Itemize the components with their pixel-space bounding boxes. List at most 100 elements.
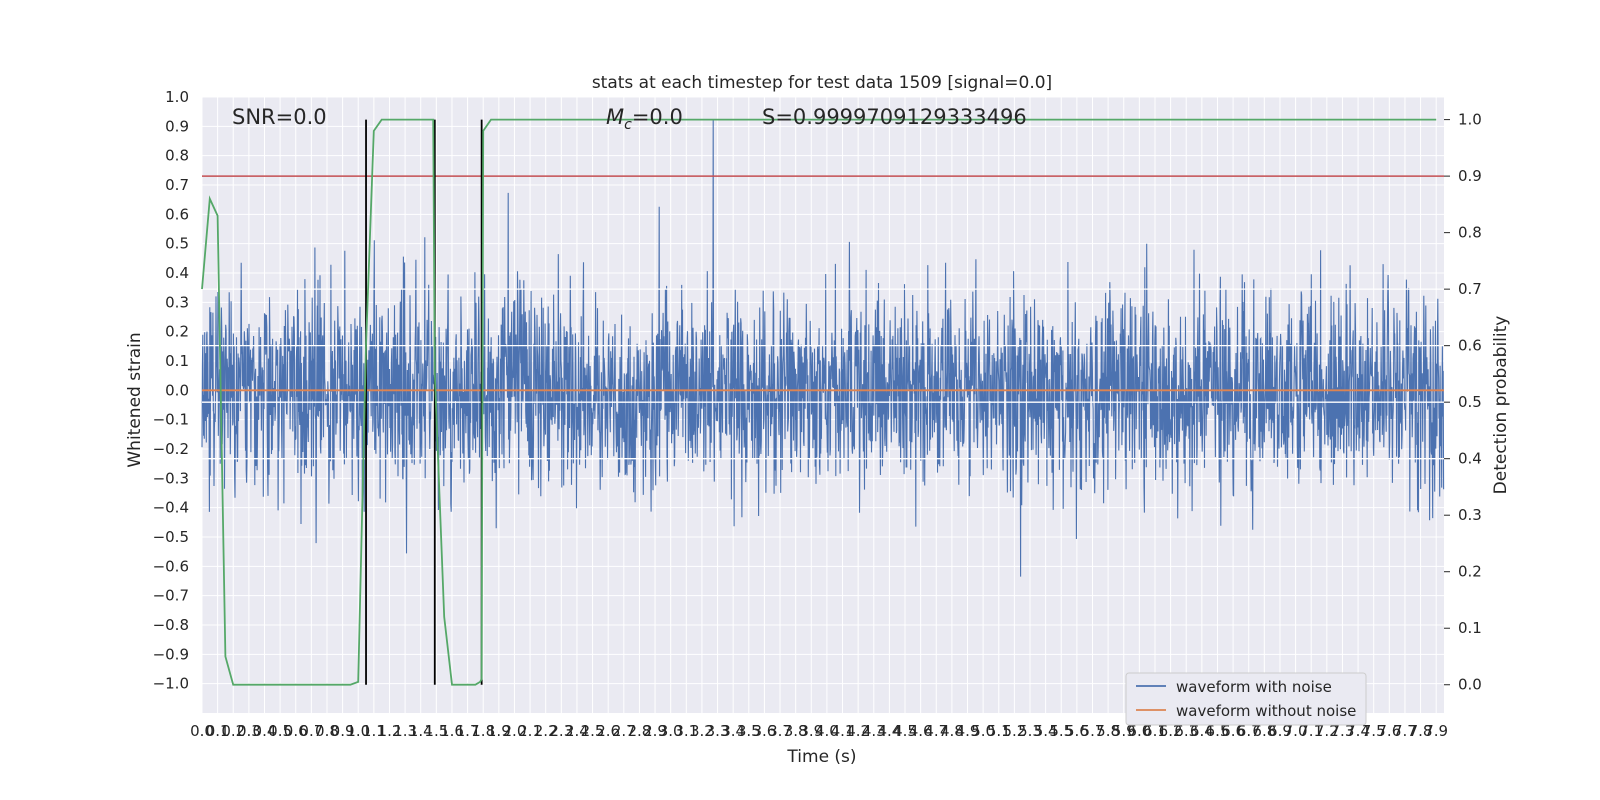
x-tick-label: 2.0 — [503, 722, 527, 740]
y-tick-label: 0.0 — [165, 381, 189, 399]
x-tick-label: 6.7 — [1237, 722, 1261, 740]
x-tick-label: 6.6 — [1221, 722, 1245, 740]
chart-title: stats at each timestep for test data 150… — [592, 73, 1052, 93]
x-tick-label: 6.9 — [1268, 722, 1292, 740]
x-tick-label: 1.2 — [378, 722, 402, 740]
x-tick-label: 4.9 — [956, 722, 980, 740]
x-tick-label: 2.6 — [596, 722, 620, 740]
x-tick-label: 3.4 — [721, 722, 745, 740]
mc-symbol: M — [606, 105, 624, 129]
x-tick-label: 7.3 — [1331, 722, 1355, 740]
x-tick-label: 2.1 — [518, 722, 542, 740]
x-tick-label: 2.7 — [612, 722, 636, 740]
x-tick-label: 7.1 — [1299, 722, 1323, 740]
legend-box — [1125, 672, 1367, 726]
x-tick-label: 1.6 — [440, 722, 464, 740]
y2-tick-label: 0.6 — [1458, 337, 1482, 355]
x-tick-label: 3.5 — [737, 722, 761, 740]
x-tick-label: 2.9 — [643, 722, 667, 740]
x-tick-label: 1.4 — [409, 722, 433, 740]
overlay-lines — [201, 118, 1444, 686]
x-tick-label: 5.6 — [1065, 722, 1089, 740]
y2-axis-label: Detection probability — [1491, 316, 1511, 495]
x-tick-label: 5.0 — [971, 722, 995, 740]
x-tick-label: 4.5 — [893, 722, 917, 740]
x-tick-label: 0.1 — [206, 722, 230, 740]
legend-clean-label: waveform without noise — [1176, 702, 1356, 720]
x-tick-label: 0.6 — [284, 722, 308, 740]
y-tick-label: −0.7 — [153, 587, 189, 605]
x-tick-label: 5.8 — [1096, 722, 1120, 740]
y-tick-label: 0.4 — [165, 264, 189, 282]
x-tick-label: 3.8 — [784, 722, 808, 740]
x-tick-label: 7.0 — [1284, 722, 1308, 740]
x-tick-label: 4.7 — [924, 722, 948, 740]
y-tick-label: 0.6 — [165, 205, 189, 223]
x-tick-label: 5.5 — [1049, 722, 1073, 740]
s-annotation: S=0.9999709129333496 — [762, 105, 1027, 129]
x-tick-label: 1.1 — [362, 722, 386, 740]
x-tick-label: 0.0 — [190, 722, 214, 740]
y-tick-label: −0.3 — [153, 469, 189, 487]
x-tick-label: 3.2 — [690, 722, 714, 740]
mc-value: =0.0 — [632, 105, 683, 129]
y-axis-label: Whitened strain — [125, 332, 145, 467]
y-tick-label: 0.8 — [165, 147, 189, 165]
x-tick-label: 7.8 — [1409, 722, 1433, 740]
y-tick-label: −0.9 — [153, 645, 189, 663]
y2-tick-label: 0.3 — [1458, 506, 1482, 524]
x-tick-label: 5.3 — [1018, 722, 1042, 740]
y2-axis-ticks: 0.0 0.1 0.2 0.3 0.4 0.5 0.6 0.7 0.8 0.9 1.0 — [1444, 111, 1482, 694]
mc-subscript: c — [624, 117, 632, 133]
y-tick-label: −0.2 — [153, 440, 189, 458]
legend: waveform with noise waveform without noi… — [1125, 672, 1367, 726]
x-tick-label: 1.8 — [471, 722, 495, 740]
y-tick-label: −0.5 — [153, 528, 189, 546]
y-tick-label: 0.2 — [165, 323, 189, 341]
y-axis-ticks: −1.0 −0.9 −0.8 −0.7 −0.6 −0.5 −0.4 −0.3 −0.2 −0.1… — [153, 88, 189, 693]
x-tick-label: 0.8 — [315, 722, 339, 740]
x-tick-label: 4.8 — [940, 722, 964, 740]
noise-waveform — [201, 120, 1445, 577]
x-tick-label: 0.4 — [253, 722, 277, 740]
x-tick-label: 6.0 — [1127, 722, 1151, 740]
y2-tick-label: 1.0 — [1458, 111, 1482, 129]
x-tick-label: 7.9 — [1424, 722, 1448, 740]
x-tick-label: 6.4 — [1190, 722, 1214, 740]
x-axis-ticks: 0.00.10.20.30.40.50.60.70.80.91.01.11.21… — [190, 722, 1448, 740]
y2-tick-label: 0.5 — [1458, 393, 1482, 411]
y-tick-label: 0.7 — [165, 176, 189, 194]
y-tick-label: −0.1 — [153, 411, 189, 429]
x-tick-label: 7.6 — [1377, 722, 1401, 740]
x-tick-label: 5.9 — [1112, 722, 1136, 740]
y-tick-label: 0.5 — [165, 235, 189, 253]
y-tick-label: −0.4 — [153, 499, 189, 517]
y2-tick-label: 0.4 — [1458, 450, 1482, 468]
x-tick-label: 1.9 — [487, 722, 511, 740]
x-tick-label: 1.3 — [393, 722, 417, 740]
x-tick-label: 3.6 — [752, 722, 776, 740]
x-axis-label: Time (s) — [786, 747, 856, 767]
plot-area — [201, 96, 1445, 713]
x-tick-label: 7.4 — [1346, 722, 1370, 740]
x-tick-label: 3.0 — [659, 722, 683, 740]
x-tick-label: 4.4 — [877, 722, 901, 740]
y2-tick-label: 0.2 — [1458, 563, 1482, 581]
x-tick-label: 6.3 — [1174, 722, 1198, 740]
x-tick-label: 0.3 — [237, 722, 261, 740]
legend-noise-label: waveform with noise — [1176, 678, 1332, 696]
x-tick-label: 4.2 — [846, 722, 870, 740]
noise-series — [201, 120, 1445, 577]
x-tick-label: 5.4 — [1034, 722, 1058, 740]
x-tick-label: 4.3 — [862, 722, 886, 740]
x-tick-label: 5.2 — [1002, 722, 1026, 740]
x-tick-label: 3.7 — [768, 722, 792, 740]
y2-tick-label: 0.8 — [1458, 224, 1482, 242]
detection-probability-line — [201, 118, 1437, 686]
x-tick-label: 2.2 — [534, 722, 558, 740]
y-tick-label: 0.1 — [165, 352, 189, 370]
x-tick-label: 0.7 — [299, 722, 323, 740]
x-tick-label: 0.9 — [331, 722, 355, 740]
x-tick-label: 2.8 — [628, 722, 652, 740]
